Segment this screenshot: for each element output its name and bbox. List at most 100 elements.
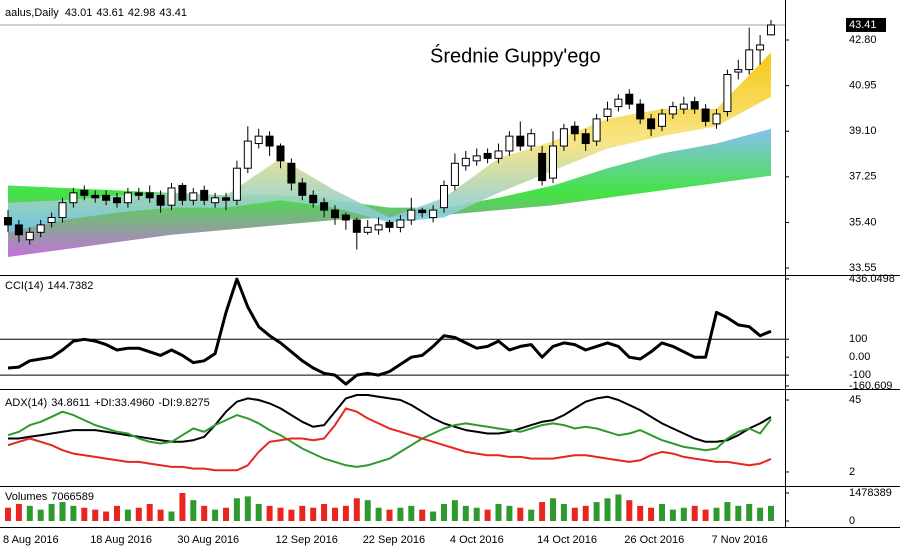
volume-bar bbox=[626, 500, 633, 521]
candle-body bbox=[581, 133, 590, 145]
candle-body bbox=[505, 135, 514, 152]
cci-header: CCI(14) 144.7382 bbox=[5, 280, 93, 292]
candle-body bbox=[363, 226, 372, 233]
candle-body bbox=[668, 106, 677, 115]
candle-body bbox=[614, 98, 623, 108]
x-tick-label: 30 Aug 2016 bbox=[177, 534, 239, 546]
candle-body bbox=[516, 135, 525, 147]
volume-bar bbox=[462, 505, 469, 521]
y-tick-label: 100 bbox=[849, 333, 867, 345]
candle-body bbox=[767, 24, 775, 36]
candle-body bbox=[559, 128, 568, 147]
candle-body bbox=[418, 209, 427, 214]
indicator-line bbox=[7, 407, 772, 472]
candle-body bbox=[647, 118, 656, 130]
y-tick-label: 0.00 bbox=[849, 351, 870, 363]
candle-body bbox=[756, 44, 765, 51]
volume-bar bbox=[746, 503, 753, 521]
candle-body bbox=[603, 108, 612, 117]
volume-bar bbox=[321, 503, 328, 521]
candle-body bbox=[47, 217, 56, 223]
volume-bar bbox=[135, 507, 142, 521]
volume-bar bbox=[157, 509, 164, 521]
volume-bar bbox=[615, 494, 622, 521]
volume-bar bbox=[691, 505, 698, 521]
legend-entry: +DI: bbox=[94, 397, 114, 409]
legend-entry: -DI: bbox=[158, 397, 176, 409]
candle-body bbox=[189, 192, 198, 201]
candle-body bbox=[494, 150, 503, 159]
candle-body bbox=[701, 108, 710, 122]
volume-bar bbox=[103, 511, 110, 521]
volume-header: Volumes 7066589 bbox=[5, 491, 94, 503]
candle-body bbox=[91, 194, 100, 199]
price-label: 43.41 bbox=[849, 19, 877, 31]
close: 43.41 bbox=[159, 7, 187, 19]
candle-body bbox=[156, 194, 165, 206]
y-tick-label: 1478389 bbox=[849, 487, 892, 499]
plot-layers bbox=[0, 20, 785, 521]
volume-bar bbox=[48, 503, 55, 521]
candle-body bbox=[36, 224, 45, 233]
volume-bar bbox=[604, 498, 611, 521]
candle-body bbox=[429, 209, 438, 219]
candle-body bbox=[527, 133, 536, 147]
cci-title: CCI(14) bbox=[5, 280, 44, 292]
volume-bar bbox=[648, 507, 655, 521]
candle-body bbox=[276, 145, 285, 162]
volume-bar bbox=[26, 505, 33, 521]
candle-body bbox=[178, 184, 187, 201]
volume-bar bbox=[266, 505, 273, 521]
legend-value: 33.4960 bbox=[115, 397, 155, 409]
candle-body bbox=[80, 189, 89, 196]
volume-bar bbox=[702, 509, 709, 521]
candle-body bbox=[712, 113, 721, 125]
candle-body bbox=[385, 221, 394, 228]
x-tick-label: 4 Oct 2016 bbox=[450, 534, 504, 546]
volume-bar bbox=[277, 507, 284, 521]
y-tick-label: -100 bbox=[849, 369, 871, 381]
volume-bar bbox=[5, 507, 11, 521]
volume-bar bbox=[146, 503, 153, 521]
symbol: aalus,Daily bbox=[5, 7, 59, 19]
candle-body bbox=[232, 167, 241, 201]
candle-body bbox=[265, 135, 274, 147]
volume-bar bbox=[288, 509, 295, 521]
volume-bar bbox=[419, 509, 426, 521]
candle-body bbox=[538, 152, 547, 182]
volume-bar bbox=[255, 503, 262, 521]
price-plot bbox=[0, 20, 785, 257]
volume-bar bbox=[233, 498, 240, 521]
volume-bar bbox=[364, 500, 371, 521]
indicator-line bbox=[7, 410, 772, 468]
volume-bar bbox=[757, 507, 764, 521]
annotation: Średnie Guppy'ego bbox=[430, 43, 601, 67]
candle-body bbox=[123, 192, 132, 204]
adx-header: ADX(14) 34.8611 +DI:33.4960 -DI:9.8275 bbox=[5, 397, 210, 409]
candle-body bbox=[243, 140, 252, 169]
candle-body bbox=[625, 93, 634, 105]
candle-body bbox=[690, 101, 699, 110]
volume-bar bbox=[332, 507, 338, 521]
candle-body bbox=[461, 157, 470, 167]
candle-body bbox=[745, 49, 754, 71]
volume-bar bbox=[59, 502, 66, 521]
y-tick-label: 35.40 bbox=[849, 216, 877, 228]
volume-bar bbox=[659, 503, 665, 521]
volume-bar bbox=[244, 496, 251, 521]
y-tick-label: 42.80 bbox=[849, 34, 877, 46]
volume-bar bbox=[408, 505, 415, 521]
candle-body bbox=[341, 214, 350, 221]
candle-body bbox=[723, 74, 732, 113]
candle-body bbox=[167, 187, 176, 206]
volume-bar bbox=[768, 505, 774, 521]
volume-bar bbox=[212, 509, 219, 521]
candle-body bbox=[58, 202, 67, 219]
volume-title: Volumes bbox=[5, 491, 48, 503]
candle-body bbox=[287, 162, 296, 184]
candle-body bbox=[352, 219, 361, 233]
volume-bar bbox=[310, 507, 317, 521]
candle-body bbox=[254, 135, 263, 145]
volume-bar bbox=[92, 509, 99, 521]
